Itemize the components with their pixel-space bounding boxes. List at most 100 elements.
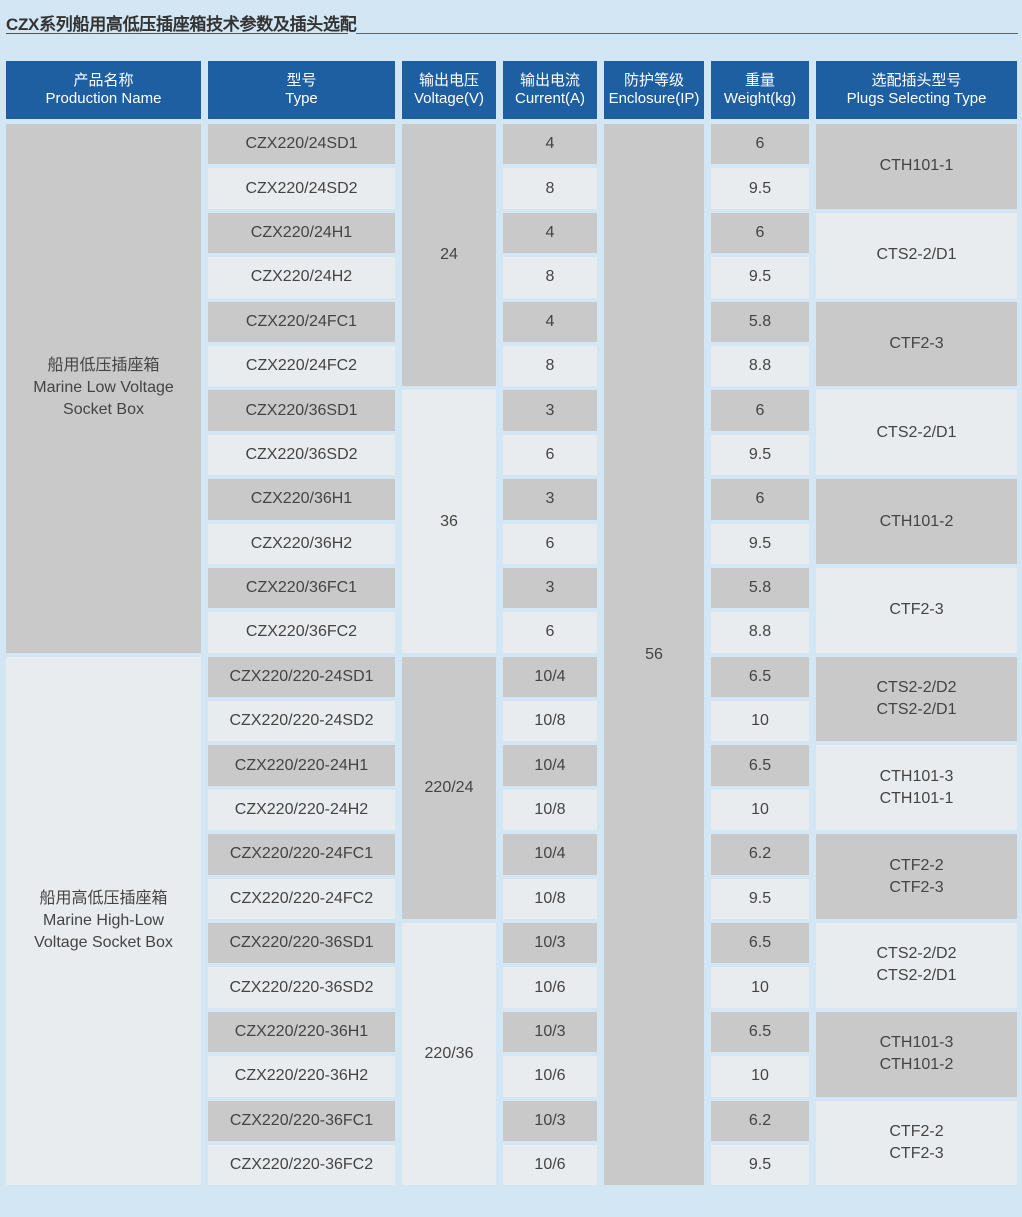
plug-type-cell-text: CTS2-2/D1	[876, 246, 957, 264]
weight-cell: 10	[711, 701, 809, 742]
weight-cell-text: 6.2	[748, 1111, 772, 1129]
weight-cell: 9.5	[711, 878, 809, 920]
current-cell-text: 6	[545, 445, 555, 463]
current-cell: 3	[503, 390, 597, 431]
type-cell: CZX220/36H2	[208, 523, 395, 564]
product-name-cell: 船用高低压插座箱 Marine High-Low Voltage Socket Bo…	[6, 656, 201, 1186]
weight-cell-text: 10	[751, 1067, 769, 1085]
current-cell: 10/6	[503, 967, 597, 1008]
type-cell: CZX220/24SD1	[208, 124, 395, 165]
current-cell: 6	[503, 434, 597, 476]
type-cell-text: CZX220/220-36SD1	[229, 934, 374, 952]
current-cell-text: 10/4	[534, 756, 566, 774]
type-cell-text: CZX220/24SD2	[245, 179, 358, 197]
product-name-cell-text: Marine High-Low	[43, 912, 164, 930]
plug-type-cell: CTF2-3	[816, 567, 1017, 653]
type-cell: CZX220/36SD2	[208, 434, 395, 476]
column-header-text: Type	[285, 90, 318, 107]
plug-type-cell: CTF2-2 CTF2-3	[816, 1100, 1017, 1186]
title-divider	[356, 33, 1018, 34]
plug-type-cell-text: CTS2-2/D2	[876, 679, 957, 697]
weight-cell: 5.8	[711, 301, 809, 342]
type-cell: CZX220/220-36H2	[208, 1056, 395, 1097]
current-cell-text: 4	[545, 223, 555, 241]
plug-type-cell-text: CTS2-2/D2	[876, 945, 957, 963]
plug-type-cell: CTS2-2/D2 CTS2-2/D1	[816, 923, 1017, 1008]
enclosure-cell-text: 56	[645, 645, 663, 663]
current-cell: 10/4	[503, 834, 597, 875]
weight-cell-text: 10	[751, 978, 769, 996]
weight-cell-text: 6.2	[748, 845, 772, 863]
type-cell: CZX220/220-24H2	[208, 789, 395, 831]
weight-cell: 6	[711, 390, 809, 431]
current-cell-text: 10/6	[534, 978, 566, 996]
weight-cell-text: 10	[751, 801, 769, 819]
type-cell-text: CZX220/220-36FC2	[229, 1156, 374, 1174]
spec-table: 产品名称 Production Name 型号 Type 输出电压 Voltage(V) 输…	[6, 61, 1017, 1186]
weight-cell: 6	[711, 212, 809, 254]
type-cell: CZX220/220-36FC2	[208, 1144, 395, 1186]
weight-cell: 9.5	[711, 523, 809, 564]
weight-cell-text: 9.5	[748, 445, 772, 463]
weight-cell-text: 10	[751, 712, 769, 730]
weight-cell-text: 5.8	[748, 579, 772, 597]
weight-cell-text: 6	[755, 490, 765, 508]
current-cell-text: 3	[545, 579, 555, 597]
current-cell: 10/3	[503, 923, 597, 964]
column-header-text: 型号	[286, 72, 317, 89]
plug-type-cell-text: CTS2-2/D1	[876, 423, 957, 441]
column-header-text: 输出电压	[418, 72, 479, 89]
column-header-text: Weight(kg)	[723, 90, 797, 107]
voltage-cell-text: 220/24	[424, 778, 474, 796]
weight-cell-text: 6.5	[748, 934, 772, 952]
current-cell: 10/3	[503, 1100, 597, 1141]
plug-type-cell-text: CTF2-3	[889, 601, 944, 619]
plug-type-cell-text: CTF2-3	[889, 1144, 944, 1162]
type-cell-text: CZX220/24H1	[250, 223, 353, 241]
current-cell: 10/3	[503, 1011, 597, 1053]
weight-cell: 6.5	[711, 745, 809, 786]
column-header-text: 输出电流	[519, 72, 580, 89]
plug-type-cell-text: CTF2-2	[889, 1122, 944, 1140]
product-name-cell-text: 船用高低压插座箱	[39, 890, 168, 908]
current-cell-text: 10/3	[534, 934, 566, 952]
weight-cell-text: 9.5	[748, 179, 772, 197]
weight-cell: 6	[711, 479, 809, 520]
type-cell-text: CZX220/36H1	[250, 490, 353, 508]
type-cell: CZX220/24FC1	[208, 301, 395, 342]
type-cell-text: CZX220/220-24H2	[234, 801, 369, 819]
type-cell-text: CZX220/24H2	[250, 268, 353, 286]
weight-cell-text: 9.5	[748, 268, 772, 286]
column-header: 防护等级 Enclosure(IP)	[604, 61, 704, 119]
current-cell-text: 10/6	[534, 1067, 566, 1085]
current-cell: 3	[503, 479, 597, 520]
weight-cell-text: 6	[755, 223, 765, 241]
current-cell-text: 4	[545, 312, 555, 330]
current-cell-text: 10/6	[534, 1156, 566, 1174]
type-cell: CZX220/220-36SD2	[208, 967, 395, 1008]
type-cell-text: CZX220/24SD1	[245, 135, 358, 153]
column-header: 产品名称 Production Name	[6, 61, 201, 119]
type-cell-text: CZX220/36H2	[250, 534, 353, 552]
type-cell-text: CZX220/220-24SD2	[229, 712, 374, 730]
product-name-cell-text: Marine Low Voltage	[33, 379, 174, 397]
current-cell-text: 10/8	[534, 801, 566, 819]
type-cell: CZX220/36FC1	[208, 567, 395, 609]
plug-type-cell: CTH101-1	[816, 124, 1017, 209]
voltage-cell-text: 36	[440, 512, 458, 530]
column-header-text: Current(A)	[514, 90, 585, 107]
plug-type-cell: CTH101-3 CTH101-1	[816, 745, 1017, 831]
column-header-text: Enclosure(IP)	[608, 90, 700, 107]
plug-type-cell: CTH101-3 CTH101-2	[816, 1011, 1017, 1097]
current-cell-text: 10/4	[534, 845, 566, 863]
plug-type-cell-text: CTH101-2	[879, 512, 954, 530]
product-name-cell-text: Socket Box	[63, 401, 144, 419]
enclosure-cell: 56	[604, 124, 704, 1186]
product-name-cell-text: Voltage Socket Box	[34, 934, 173, 952]
current-cell-text: 8	[545, 357, 555, 375]
product-name-cell: 船用低压插座箱 Marine Low Voltage Socket Box	[6, 124, 201, 653]
plug-type-cell-text: CTF2-3	[889, 334, 944, 352]
column-header-text: 重量	[744, 72, 775, 89]
weight-cell-text: 6.5	[748, 1023, 772, 1040]
weight-cell-text: 6	[755, 135, 765, 153]
